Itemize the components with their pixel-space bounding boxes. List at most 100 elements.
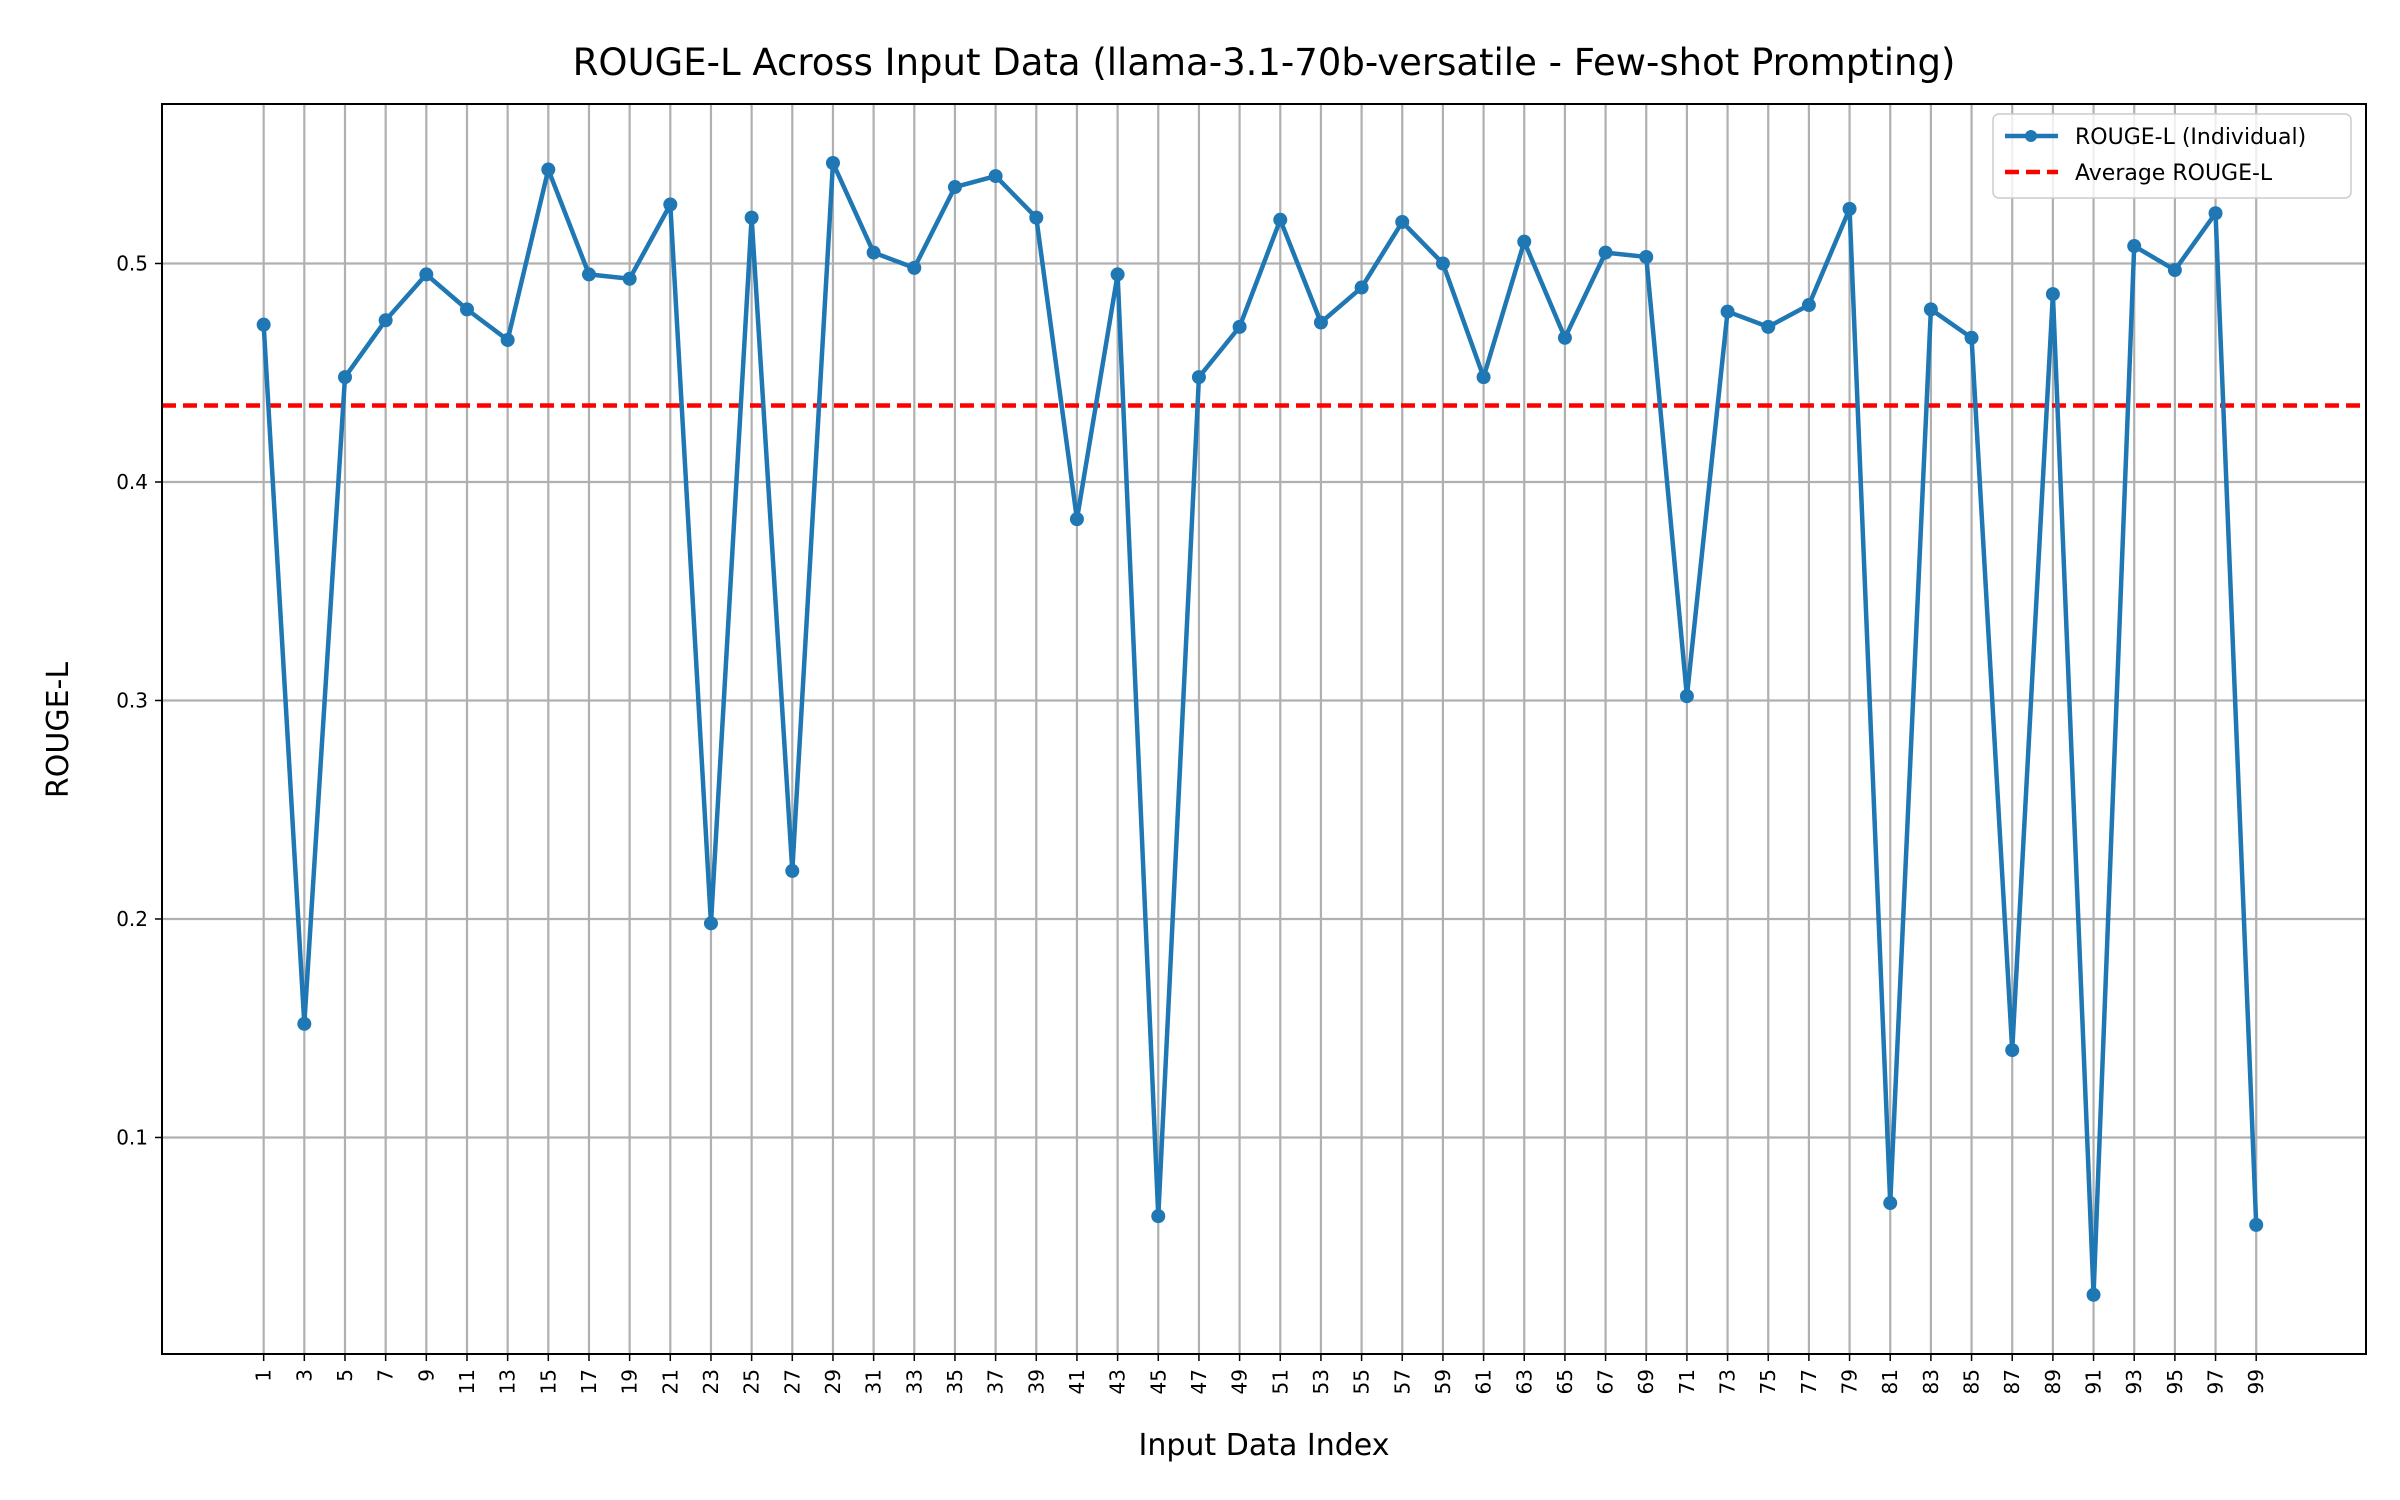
x-ticks: 1 3 5 7 9 11 13 15 17 19 21 23 25 27 29 31 33 35 37 39 41 43 4… [252,1354,2268,1394]
data-point [541,162,556,177]
x-tick-label: 29 [821,1369,845,1394]
chart-title: ROUGE-L Across Input Data (llama-3.1-70b… [573,41,1956,84]
x-tick-label: 63 [1512,1369,1536,1394]
data-point [378,313,393,328]
data-point [988,169,1003,184]
x-tick-label: 21 [658,1369,682,1394]
x-tick-label: 55 [1350,1369,1374,1394]
y-tick-label: 0.3 [116,688,148,712]
data-point [1395,214,1410,229]
x-tick-label: 85 [1960,1369,1984,1394]
data-point [581,267,596,282]
data-point [1476,370,1491,385]
data-point [744,210,759,225]
x-tick-label: 49 [1228,1369,1252,1394]
x-tick-label: 43 [1106,1369,1130,1394]
x-tick-label: 79 [1838,1369,1862,1394]
data-point [1639,249,1654,264]
legend-box [1992,113,2352,199]
x-tick-label: 41 [1065,1369,1089,1394]
data-point [2005,1043,2020,1058]
x-tick-label: 91 [2082,1369,2106,1394]
data-point [1435,256,1450,271]
x-tick-label: 83 [1919,1369,1943,1394]
x-tick-label: 23 [699,1369,723,1394]
data-point [947,180,962,195]
data-point [2208,206,2223,221]
data-point [1923,302,1938,317]
data-point [1679,689,1694,704]
x-tick-label: 57 [1390,1369,1414,1394]
data-point [1029,210,1044,225]
x-tick-label: 69 [1634,1369,1658,1394]
data-point [1191,370,1206,385]
y-tick-label: 0.4 [116,470,148,494]
data-point [1720,304,1735,319]
legend-label-individual: ROUGE-L (Individual) [2075,125,2306,150]
data-point [419,267,434,282]
x-tick-label: 95 [2163,1369,2187,1394]
x-tick-label: 81 [1878,1369,1902,1394]
x-tick-label: 37 [984,1369,1008,1394]
x-tick-label: 39 [1024,1369,1048,1394]
data-point [1069,512,1084,527]
data-point [2249,1217,2264,1232]
y-axis-label: ROUGE-L [41,662,76,798]
data-point [1801,298,1816,313]
data-point [337,370,352,385]
data-point [2086,1287,2101,1302]
x-tick-label: 47 [1187,1369,1211,1394]
x-tick-label: 71 [1675,1369,1699,1394]
x-tick-label: 9 [414,1369,438,1382]
data-point [907,260,922,275]
x-tick-label: 27 [780,1369,804,1394]
data-point [1761,319,1776,334]
data-point [622,271,637,286]
x-tick-label: 5 [333,1369,357,1382]
x-tick-label: 67 [1594,1369,1618,1394]
data-point [1517,234,1532,249]
x-tick-label: 99 [2244,1369,2268,1394]
data-point [785,863,800,878]
x-tick-label: 17 [577,1369,601,1394]
x-tick-label: 35 [943,1369,967,1394]
data-point [459,302,474,317]
data-point [1354,280,1369,295]
data-point [256,317,271,332]
data-point [866,245,881,260]
data-point [1598,245,1613,260]
x-tick-label: 93 [2122,1369,2146,1394]
x-tick-label: 59 [1431,1369,1455,1394]
x-tick-label: 31 [862,1369,886,1394]
data-point [2167,263,2182,278]
x-tick-label: 45 [1146,1369,1170,1394]
data-point [1151,1209,1166,1224]
y-tick-label: 0.2 [116,907,148,931]
data-point [703,916,718,931]
y-tick-label: 0.5 [116,252,148,276]
x-grid [262,104,2258,1354]
data-point [500,332,515,347]
x-tick-label: 65 [1553,1369,1577,1394]
x-tick-label: 1 [252,1369,276,1382]
plot-frame [161,103,2367,1355]
x-tick-label: 19 [618,1369,642,1394]
data-point [1232,319,1247,334]
y-ticks: 0.1 0.2 0.3 0.4 0.5 [116,252,162,1149]
data-point [1110,267,1125,282]
data-point [1273,212,1288,227]
data-point [1883,1196,1898,1211]
x-tick-label: 51 [1268,1369,1292,1394]
x-tick-label: 53 [1309,1369,1333,1394]
data-point [2045,287,2060,302]
data-point [2127,239,2142,254]
data-point [825,155,840,170]
x-tick-label: 87 [2000,1369,2024,1394]
legend: ROUGE-L (Individual) Average ROUGE-L [1992,113,2352,199]
data-point [1964,330,1979,345]
legend-marker-individual [2025,130,2037,142]
x-tick-label: 77 [1797,1369,1821,1394]
x-tick-label: 33 [902,1369,926,1394]
x-tick-label: 61 [1472,1369,1496,1394]
